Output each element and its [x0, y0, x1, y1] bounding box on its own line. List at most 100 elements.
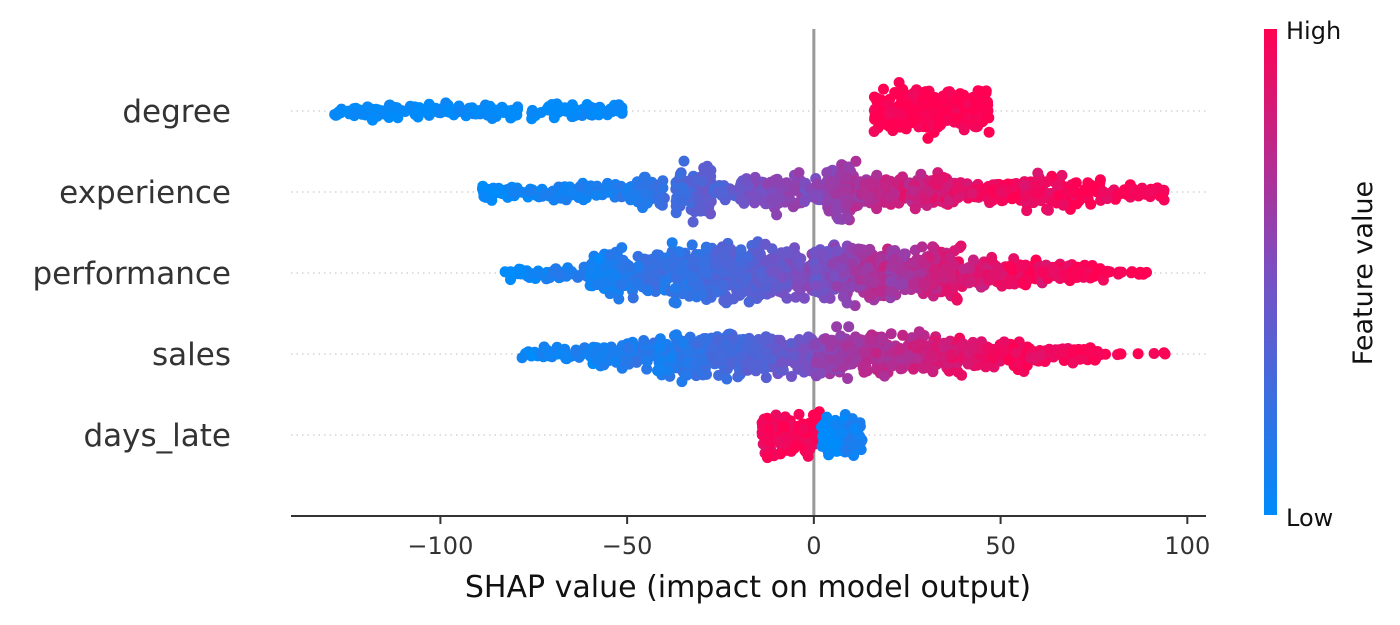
shap-point — [631, 356, 643, 368]
shap-point — [886, 360, 898, 372]
shap-point — [772, 435, 784, 447]
shap-point — [698, 354, 710, 366]
shap-point — [743, 296, 755, 308]
shap-point — [848, 423, 860, 435]
shap-point — [982, 342, 994, 354]
shap-point — [989, 269, 1001, 281]
x-tick-label: 0 — [806, 532, 821, 560]
shap-point — [830, 205, 842, 217]
shap-point — [870, 347, 882, 359]
shap-point — [883, 116, 895, 128]
shap-point — [510, 187, 522, 199]
shap-point — [633, 179, 645, 191]
shap-point — [889, 188, 901, 200]
shap-point — [907, 88, 919, 100]
shap-point — [1004, 274, 1016, 286]
shap-point — [792, 281, 804, 293]
shap-point — [774, 334, 786, 346]
shap-point — [847, 439, 859, 451]
shap-point — [674, 246, 686, 258]
shap-point — [654, 333, 666, 345]
shap-point — [875, 285, 887, 297]
shap-point — [849, 265, 861, 277]
shap-point — [844, 281, 856, 293]
shap-point — [996, 195, 1008, 207]
shap-point — [894, 344, 906, 356]
shap-point — [927, 106, 939, 118]
shap-point — [893, 120, 905, 132]
shap-point — [526, 185, 538, 197]
shap-point — [909, 203, 921, 215]
shap-point — [1070, 267, 1082, 279]
shap-point — [958, 124, 970, 136]
shap-point — [771, 209, 783, 221]
shap-point — [951, 112, 963, 124]
series-performance — [499, 236, 1152, 312]
shap-point — [588, 107, 600, 119]
shap-point — [526, 107, 538, 119]
shap-point — [865, 334, 877, 346]
shap-point — [942, 286, 953, 298]
shap-point — [711, 246, 723, 258]
shap-point — [1053, 189, 1065, 201]
shap-point — [1079, 184, 1091, 196]
shap-point — [897, 329, 909, 341]
shap-point — [613, 293, 625, 305]
shap-point — [945, 263, 957, 275]
colorbar-low-label: Low — [1286, 504, 1333, 532]
shap-point — [650, 266, 662, 278]
shap-point — [862, 262, 874, 274]
shap-point — [1114, 348, 1126, 360]
shap-point — [811, 356, 823, 368]
shap-point — [444, 106, 456, 118]
shap-point — [1020, 190, 1032, 202]
shap-point — [1028, 352, 1040, 364]
shap-point — [565, 186, 577, 197]
shap-point — [760, 435, 772, 447]
shap-point — [831, 280, 843, 292]
shap-point — [1093, 348, 1105, 359]
shap-point — [686, 271, 698, 283]
shap-point — [952, 183, 964, 195]
shap-point — [1141, 266, 1152, 278]
shap-point — [885, 286, 897, 297]
shap-point — [639, 188, 651, 200]
shap-point — [944, 252, 956, 264]
shap-point — [1010, 347, 1022, 359]
shap-point — [591, 354, 602, 366]
series-days-late — [756, 406, 868, 464]
shap-point — [932, 173, 944, 185]
shap-point — [915, 168, 927, 180]
shap-point — [1146, 186, 1158, 198]
shap-point — [554, 268, 565, 280]
shap-point — [818, 419, 830, 431]
shap-point — [433, 107, 445, 119]
shap-point — [721, 373, 733, 385]
shap-point — [824, 180, 836, 192]
shap-point — [841, 171, 853, 183]
shap-point — [584, 264, 596, 276]
shap-point — [903, 350, 915, 362]
shap-point — [1126, 266, 1138, 278]
x-tick-label: −100 — [407, 532, 473, 560]
shap-point — [1030, 180, 1042, 192]
shap-point — [798, 422, 810, 434]
shap-point — [486, 186, 498, 198]
shap-point — [946, 272, 958, 284]
shap-point — [917, 257, 929, 269]
shap-point — [616, 262, 628, 274]
shap-point — [1112, 189, 1124, 201]
shap-point — [362, 101, 373, 113]
shap-point — [775, 356, 787, 368]
shap-point — [811, 263, 823, 274]
shap-point — [968, 104, 980, 116]
shap-point — [799, 196, 811, 208]
shap-point — [1018, 179, 1030, 191]
shap-point — [866, 177, 878, 189]
shap-point — [674, 168, 686, 180]
shap-point — [991, 348, 1003, 360]
shap-point — [590, 189, 602, 201]
shap-point — [918, 193, 930, 205]
shap-point — [665, 352, 677, 364]
